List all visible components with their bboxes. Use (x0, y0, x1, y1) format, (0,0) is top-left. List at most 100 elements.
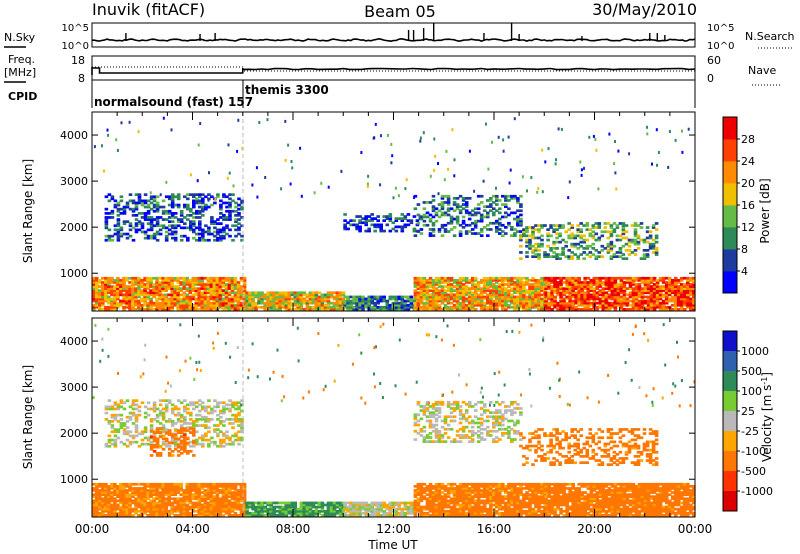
power-cell (329, 293, 334, 297)
power-cell (616, 293, 621, 297)
velocity-cell (419, 499, 424, 503)
power-cell (110, 276, 114, 280)
power-cell (308, 299, 313, 303)
power-cell (116, 301, 120, 305)
power-cell (652, 295, 657, 299)
power-cell (400, 308, 405, 311)
power-cell (364, 299, 368, 303)
power-cell (464, 197, 469, 200)
velocity-cell (314, 514, 319, 517)
power-cell (449, 295, 454, 299)
power-cell (379, 295, 383, 299)
velocity-cell (92, 505, 96, 509)
velocity-cell (305, 505, 310, 509)
velocity-cell (311, 514, 316, 517)
power-cell (516, 215, 520, 219)
power-cell (210, 232, 214, 236)
power-cell (254, 308, 258, 311)
power-cell (658, 295, 663, 299)
power-cell (203, 301, 208, 305)
colorbar-tick-label: 24 (741, 155, 755, 168)
power-cell (519, 293, 523, 297)
power-cell (470, 291, 475, 295)
power-cell (473, 287, 478, 290)
power-cell (607, 276, 612, 280)
power-cell (492, 283, 496, 286)
power-cell (498, 228, 502, 231)
power-cell (409, 221, 414, 225)
power-cell (290, 308, 295, 311)
power-cell (642, 253, 647, 256)
power-cell (646, 303, 651, 307)
velocity-cell (299, 511, 304, 515)
power-cell (486, 205, 490, 208)
power-cell (158, 276, 162, 280)
velocity-cell (388, 505, 393, 509)
power-cell (601, 305, 606, 309)
power-cell (656, 163, 658, 167)
velocity-cell (416, 505, 421, 509)
power-cell (627, 249, 632, 252)
nave-line (92, 66, 695, 72)
velocity-cell (95, 489, 99, 492)
power-cell (113, 303, 117, 307)
power-cell (550, 276, 554, 280)
power-cell (317, 299, 322, 303)
power-cell (170, 276, 174, 280)
power-cell (183, 205, 187, 209)
power-cell (146, 283, 150, 286)
velocity-cell (206, 501, 211, 505)
velocity-cell (185, 482, 190, 486)
power-cell (227, 283, 232, 286)
power-cell (562, 293, 566, 297)
velocity-cell (403, 501, 408, 505)
power-cell (382, 299, 386, 303)
power-cell (495, 301, 499, 305)
velocity-cell (170, 507, 174, 511)
power-cell (655, 281, 660, 284)
power-cell (658, 285, 663, 288)
power-cell (646, 291, 651, 295)
velocity-cell (137, 503, 141, 507)
power-cell (679, 295, 684, 299)
power-cell (179, 276, 183, 280)
velocity-cell (227, 514, 232, 517)
velocity-cell (419, 509, 424, 513)
power-cell (391, 227, 396, 231)
power-cell (513, 234, 517, 237)
power-cell (203, 276, 208, 280)
power-cell (173, 293, 177, 297)
power-cell (242, 308, 247, 311)
power-cell (218, 283, 223, 286)
velocity-cell (197, 511, 202, 515)
power-cell (568, 279, 572, 282)
power-cell (269, 308, 273, 311)
power-cell (574, 305, 578, 309)
velocity-cell (197, 489, 202, 492)
power-cell (201, 197, 205, 201)
power-cell (565, 303, 569, 307)
power-cell (131, 301, 135, 305)
power-cell (682, 297, 687, 301)
velocity-cell (194, 514, 199, 517)
power-cell (113, 295, 117, 299)
velocity-cell (134, 482, 138, 486)
power-cell (589, 295, 594, 299)
power-cell (302, 293, 307, 297)
power-cell (116, 230, 121, 234)
velocity-cell (143, 497, 147, 501)
power-cell (320, 305, 325, 309)
power-cell (419, 289, 424, 292)
power-cell (437, 305, 442, 309)
power-cell (565, 305, 569, 309)
power-cell (119, 301, 123, 305)
velocity-cell (422, 505, 427, 509)
velocity-cell (409, 503, 414, 507)
velocity-cell (209, 499, 214, 503)
velocity-cell (122, 489, 126, 492)
power-cell (562, 308, 566, 311)
velocity-cell (143, 487, 147, 490)
power-cell (284, 308, 289, 311)
power-cell (296, 293, 301, 297)
